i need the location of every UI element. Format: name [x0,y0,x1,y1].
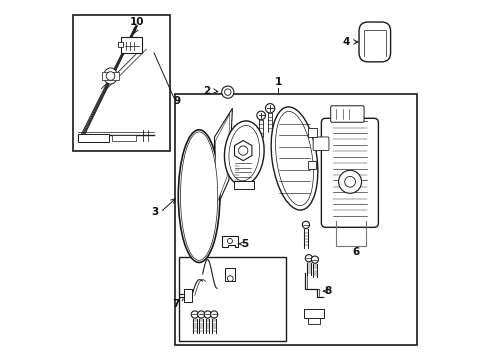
Circle shape [191,311,198,318]
Text: 6: 6 [353,247,360,257]
Circle shape [311,256,318,263]
Bar [308,128,317,137]
FancyBboxPatch shape [313,137,329,150]
Circle shape [197,311,205,318]
Text: 2: 2 [203,86,211,96]
Ellipse shape [275,111,314,206]
Text: 9: 9 [174,96,181,106]
Circle shape [227,238,232,243]
Ellipse shape [224,121,264,185]
Bar [175,94,417,345]
Circle shape [211,311,218,318]
Text: 3: 3 [151,207,158,217]
FancyBboxPatch shape [359,22,391,62]
Ellipse shape [104,68,117,84]
Circle shape [302,221,310,228]
Text: 1: 1 [274,77,282,87]
Circle shape [339,170,362,193]
Circle shape [106,72,115,80]
Text: 5: 5 [242,239,248,249]
Polygon shape [216,114,230,207]
Polygon shape [221,235,238,247]
Text: 4: 4 [343,37,350,47]
Circle shape [239,146,248,155]
FancyBboxPatch shape [331,106,364,122]
Polygon shape [235,140,252,161]
Bar [225,267,235,281]
Ellipse shape [271,107,318,210]
Ellipse shape [178,130,220,262]
Ellipse shape [229,125,260,181]
FancyBboxPatch shape [321,118,378,227]
FancyBboxPatch shape [122,37,143,53]
Bar [234,181,254,189]
Bar [119,41,122,47]
Ellipse shape [180,132,218,260]
Bar [179,257,286,341]
Bar [73,15,170,151]
Circle shape [266,104,275,113]
Circle shape [227,276,233,282]
Bar [78,134,109,141]
Text: 8: 8 [324,286,332,296]
Circle shape [344,176,355,187]
Bar [308,318,320,324]
Bar [184,289,192,302]
Circle shape [257,111,266,120]
Bar [304,309,324,318]
Circle shape [221,86,234,98]
Text: 7: 7 [172,299,180,309]
Bar [308,161,316,169]
Bar [112,135,136,141]
Circle shape [305,255,313,262]
Bar [101,72,120,80]
Circle shape [224,89,231,95]
Circle shape [204,311,211,318]
Text: 10: 10 [130,17,145,27]
Polygon shape [215,108,232,212]
